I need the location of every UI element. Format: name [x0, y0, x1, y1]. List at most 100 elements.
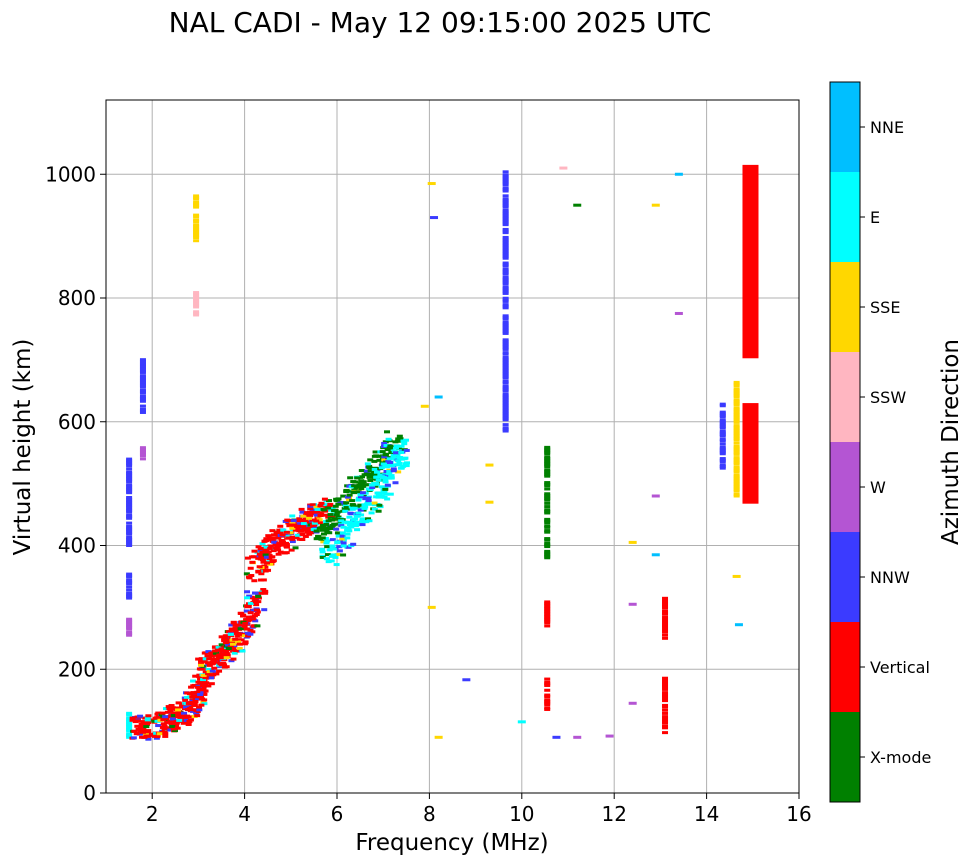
echo-trace-mark: [171, 729, 178, 733]
echo-trace-mark: [162, 734, 169, 738]
echo-trace-mark: [228, 623, 235, 627]
echo-trace-mark: [198, 663, 205, 667]
echo-trace-mark: [371, 467, 378, 471]
echo-column-mark: [742, 264, 759, 268]
echo-trace-mark: [359, 517, 366, 521]
echo-column-mark: [742, 452, 759, 456]
echo-column-mark: [502, 245, 509, 249]
isolated-echo-mark: [552, 735, 561, 739]
echo-column-mark: [126, 582, 133, 586]
echo-trace-mark: [388, 451, 395, 455]
echo-trace-mark: [243, 572, 250, 576]
echo-column-mark: [502, 373, 509, 377]
echo-column-mark: [662, 703, 669, 707]
echo-trace-mark: [252, 591, 259, 595]
echo-column-mark: [742, 220, 759, 224]
echo-column-mark: [733, 427, 740, 431]
echo-column-mark: [502, 344, 509, 348]
echo-column-mark: [662, 606, 669, 610]
echo-column-mark: [139, 367, 146, 371]
echo-trace-mark: [283, 543, 290, 547]
echo-column-mark: [742, 468, 759, 472]
echo-trace-mark: [326, 499, 333, 503]
echo-trace-mark: [349, 499, 356, 503]
echo-column-mark: [126, 735, 133, 739]
echo-column-mark: [126, 513, 133, 517]
echo-column-mark: [719, 423, 726, 427]
echo-trace-mark: [323, 528, 330, 532]
echo-column-mark: [502, 176, 509, 180]
echo-column-mark: [742, 345, 759, 349]
echo-trace-mark: [368, 473, 375, 477]
echo-column-mark: [139, 404, 146, 408]
echo-trace-mark: [401, 442, 408, 446]
echo-column-mark: [742, 185, 759, 189]
echo-trace-mark: [393, 451, 400, 455]
echo-column-mark: [742, 460, 759, 464]
echo-trace-mark: [324, 539, 331, 543]
echo-column-mark: [193, 295, 200, 299]
echo-column-mark: [193, 236, 200, 240]
chart-title: NAL CADI - May 12 09:15:00 2025 UTC: [169, 6, 712, 39]
echo-column-mark: [742, 486, 759, 490]
echo-column-mark: [544, 699, 551, 703]
echo-column-mark: [502, 423, 509, 427]
echo-column-mark: [662, 683, 669, 687]
echo-trace-mark: [314, 507, 321, 511]
echo-trace-mark: [144, 718, 151, 722]
echo-trace-mark: [221, 639, 228, 643]
echo-column-mark: [742, 328, 759, 332]
echo-trace-mark: [200, 678, 207, 682]
echo-column-mark: [126, 491, 133, 495]
echo-column-mark: [662, 636, 669, 640]
echo-trace-mark: [329, 538, 336, 542]
echo-trace-mark: [221, 637, 228, 641]
echo-trace-mark: [329, 544, 336, 548]
echo-column-mark: [742, 427, 759, 431]
echo-column-mark: [126, 480, 133, 483]
echo-column-mark: [662, 625, 669, 629]
echo-column-mark: [662, 617, 669, 621]
echo-column-mark: [502, 384, 509, 388]
echo-column-mark: [502, 269, 509, 273]
echo-trace-mark: [359, 482, 366, 486]
echo-trace-mark: [270, 533, 277, 537]
echo-trace-mark: [381, 441, 388, 445]
echo-trace-mark: [167, 728, 174, 732]
echo-column-mark: [193, 231, 200, 235]
echo-trace-mark: [386, 457, 393, 461]
isolated-echo-mark: [517, 720, 526, 724]
echo-column-mark: [502, 397, 509, 401]
echo-column-mark: [742, 256, 759, 260]
echo-column-mark: [502, 359, 509, 363]
y-tick-label: 200: [58, 657, 96, 681]
echo-trace-mark: [335, 515, 342, 519]
echo-column-mark: [193, 215, 200, 219]
echo-trace-mark: [154, 734, 161, 738]
echo-column-mark: [126, 516, 133, 520]
echo-column-mark: [742, 342, 759, 346]
echo-trace-mark: [247, 601, 254, 605]
echo-column-mark: [742, 184, 759, 188]
echo-trace-mark: [194, 695, 201, 699]
echo-column-mark: [742, 435, 759, 439]
echo-column-mark: [502, 267, 509, 271]
echo-column-mark: [126, 515, 133, 519]
echo-trace-mark: [382, 480, 389, 484]
echo-column-mark: [719, 447, 726, 451]
echo-trace-mark: [400, 464, 407, 468]
isolated-echo-mark: [430, 216, 439, 220]
echo-trace-mark: [365, 487, 372, 491]
echo-column-mark: [719, 463, 726, 467]
echo-column-mark: [502, 407, 509, 411]
echo-trace-mark: [187, 718, 194, 722]
colorbar-segment: [830, 712, 860, 802]
echo-trace-mark: [179, 704, 186, 708]
echo-trace-mark: [191, 703, 198, 707]
echo-trace-mark: [182, 717, 189, 721]
echo-trace-mark: [225, 647, 232, 651]
echo-column-mark: [126, 500, 133, 504]
echo-column-mark: [742, 232, 759, 236]
echo-column-mark: [126, 578, 133, 582]
echo-trace-mark: [383, 444, 390, 448]
